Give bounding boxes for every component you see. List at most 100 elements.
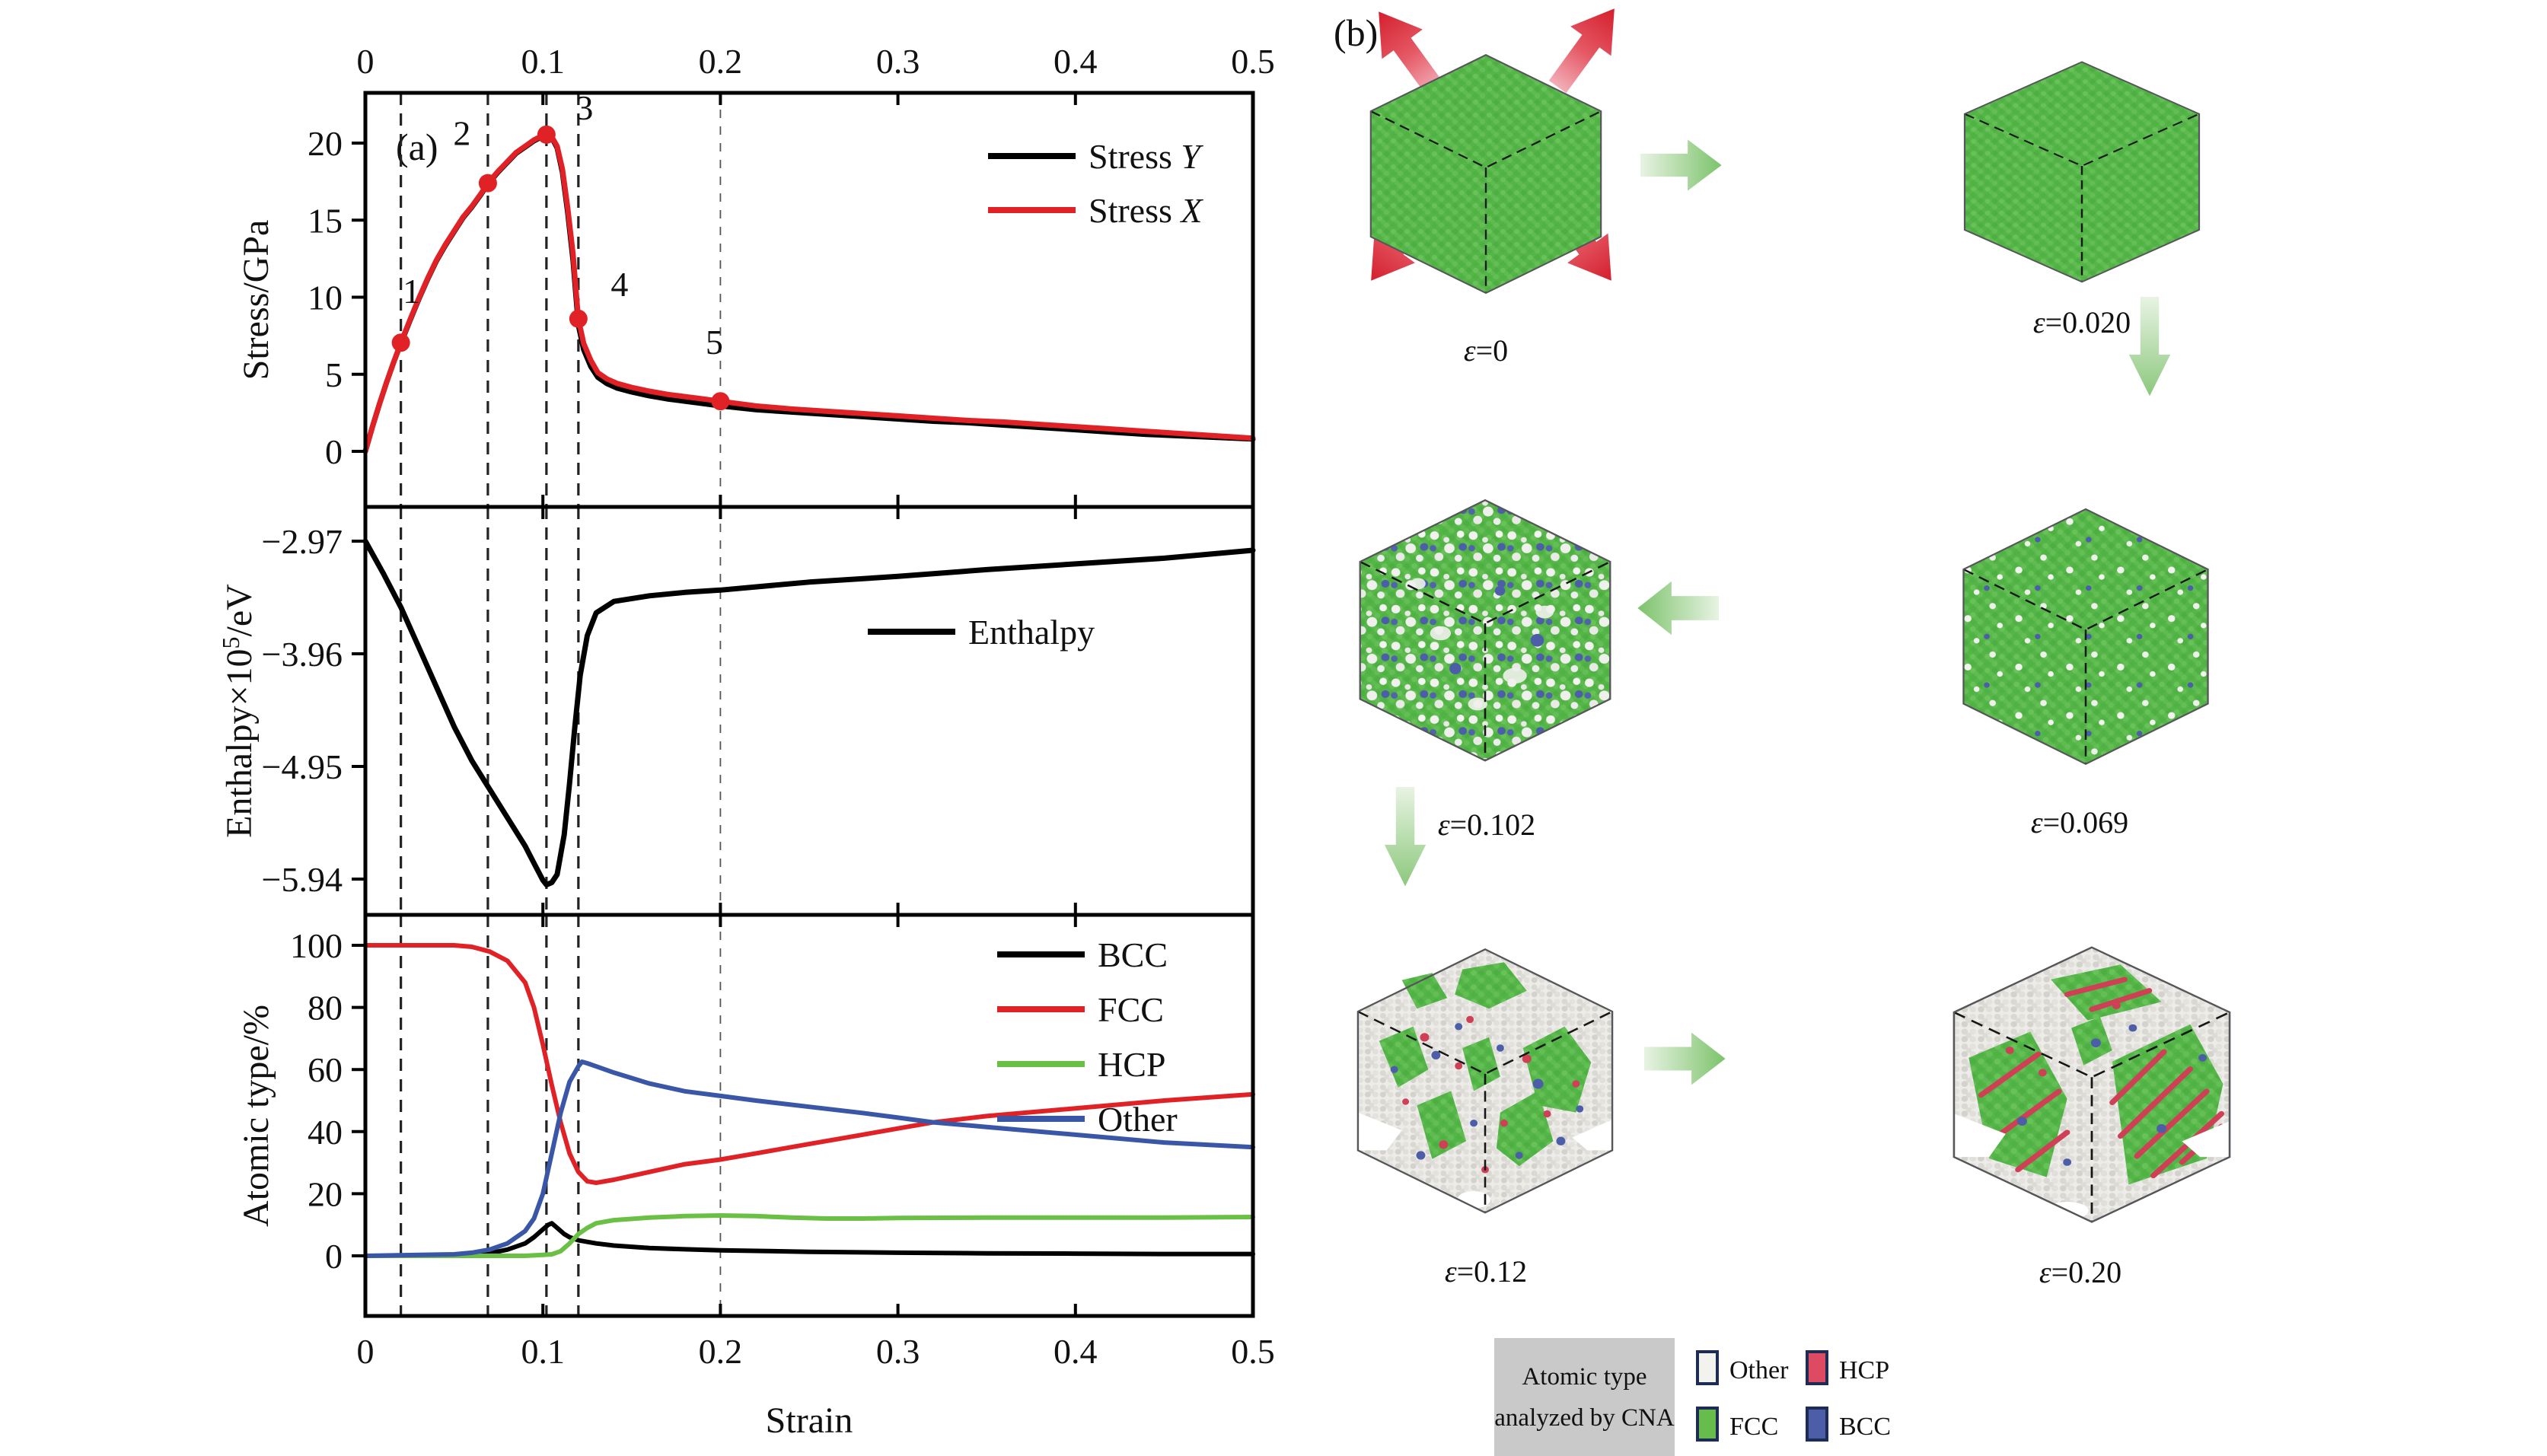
y-tick-label: 0	[325, 1237, 343, 1276]
box-edges	[1963, 61, 2201, 283]
plot-border	[363, 913, 1255, 1318]
y-tick-label: 15	[308, 201, 343, 240]
y-tick-label: −2.97	[262, 522, 343, 561]
series-fcc	[363, 943, 1255, 1186]
y-axis-title: Enthalpy×105/eV	[217, 584, 260, 838]
box-edges	[1369, 54, 1602, 295]
flow-arrow-down-2-icon	[1384, 787, 1427, 887]
series-bcc	[363, 1221, 1255, 1258]
panel-a-charts: (a) 1 2 3 4 5 0 0.1 0.2 0.3 0.4 0.5 0 5 10 15 20 Stress …	[217, 42, 1275, 1441]
panel-b-label: (b)	[1334, 11, 1379, 54]
cna-legend-title-line2: analyzed by CNA	[1494, 1403, 1675, 1432]
flow-arrow-left-1-icon	[1637, 581, 1719, 636]
atom-faces	[1360, 500, 1611, 761]
legend-label-hcp: HCP	[1839, 1356, 1890, 1384]
legend-label-bcc: BCC	[1839, 1413, 1892, 1441]
marker-point-3	[537, 125, 556, 144]
chart-atomic: 0 0.1 0.2 0.3 0.4 0.5 0 20 40 60 80 100 BCC FCC HCP Oth…	[236, 913, 1275, 1371]
box-hidden-edges	[1953, 1011, 2230, 1222]
marker-point-4	[569, 309, 588, 328]
y-tick-label: 20	[308, 124, 343, 163]
strain-label-2: ε=0.020	[2032, 305, 2131, 339]
x-axis-title: Strain	[766, 1400, 853, 1441]
flow-arrow-right-1-icon	[1640, 139, 1722, 191]
marker-label-4: 4	[610, 265, 628, 304]
strain-label-1: ε=0	[1463, 333, 1509, 368]
box-hidden-edges	[1964, 113, 2200, 282]
box-hidden-edges	[1370, 110, 1602, 293]
y-tick-label: 20	[308, 1174, 343, 1213]
x-tick-label: 0.4	[1054, 1332, 1098, 1371]
x-tick-label: 0.3	[876, 42, 920, 81]
series-enthalpy	[362, 538, 1256, 887]
legend-swatch-other	[1696, 1350, 1719, 1385]
y-tick-label: 40	[308, 1113, 343, 1152]
plot-border	[363, 505, 1255, 917]
marker-label-5: 5	[706, 323, 723, 362]
series-other	[363, 1059, 1255, 1258]
atom-faces	[1965, 62, 2199, 282]
x-tick-label: 0.5	[1231, 1332, 1275, 1371]
y-tick-label: 5	[325, 355, 343, 394]
strain-label-5: ε=0.12	[1444, 1254, 1528, 1289]
y-tick-label: 100	[290, 926, 343, 965]
tension-arrow-top-right-icon	[1548, 8, 1615, 94]
strain-label-3: ε=0.069	[2030, 805, 2129, 840]
box-hidden-edges	[1962, 569, 2209, 764]
legend-swatch-fcc	[1696, 1407, 1719, 1442]
snapshot-cube-eps-020	[1952, 946, 2231, 1223]
strain-label-6: ε=0.20	[2039, 1255, 2122, 1289]
box-edges	[1962, 508, 2209, 766]
legend-entry: Enthalpy	[968, 613, 1095, 652]
snapshot-cube-eps-0	[1369, 54, 1602, 295]
cna-legend-title-box: Atomic type analyzed by CNA	[1494, 1338, 1675, 1456]
y-tick-label: 80	[308, 989, 343, 1027]
x-tick-label: 0	[357, 42, 375, 81]
legend-entry: HCP	[1098, 1045, 1165, 1084]
x-tick-label: 0.2	[699, 42, 743, 81]
x-tick-label: 0.5	[1231, 42, 1275, 81]
y-tick-label: −4.95	[262, 747, 343, 786]
legend-entry: Other	[1098, 1100, 1178, 1139]
legend-label-fcc: FCC	[1729, 1413, 1779, 1441]
x-tick-label: 0.4	[1054, 42, 1098, 81]
y-tick-label: −5.94	[262, 860, 343, 899]
legend-entry: Stress Y	[1089, 137, 1203, 176]
marker-label-3: 3	[575, 88, 593, 127]
legend-swatch-hcp	[1806, 1350, 1828, 1385]
snapshot-cube-eps-012	[1356, 948, 1614, 1214]
x-tick-label: 0.1	[521, 1332, 565, 1371]
flow-arrow-right-2-icon	[1644, 1032, 1726, 1085]
box-edges	[1359, 499, 1611, 762]
snapshot-cube-eps-0069	[1962, 508, 2209, 766]
marker-label-2: 2	[453, 114, 470, 153]
series-stress-y	[362, 132, 1256, 454]
defect-clusters	[1357, 962, 1613, 1209]
snapshot-cube-eps-0020	[1963, 61, 2201, 283]
marker-point-1	[391, 333, 410, 352]
legend-entry: FCC	[1098, 990, 1164, 1029]
panel-a-label: (a)	[396, 126, 438, 168]
legend-entry: Stress X	[1089, 191, 1203, 230]
legend-label-other: Other	[1729, 1356, 1789, 1384]
marker-point-5	[711, 392, 730, 411]
legend-entry: BCC	[1098, 935, 1168, 974]
y-tick-label: 10	[308, 279, 343, 317]
flow-arrow-down-1-icon	[2128, 297, 2171, 397]
x-tick-label: 0.2	[699, 1332, 743, 1371]
box-edges	[1356, 948, 1614, 1214]
series-stress-x	[362, 132, 1256, 454]
y-axis-title: Stress/GPa	[236, 220, 276, 381]
series-hcp	[363, 1213, 1255, 1258]
y-tick-label: 0	[325, 432, 343, 471]
y-tick-label: 60	[308, 1050, 343, 1089]
defect-clusters	[1411, 578, 1554, 711]
tension-arrow-top-left-icon	[1379, 11, 1445, 97]
chart-enthalpy: −2.97 −3.96 −4.95 −5.94 Enthalpy Enthalpy×105…	[217, 505, 1256, 917]
legend-swatch-bcc	[1806, 1407, 1828, 1442]
snapshot-cube-eps-0102	[1359, 499, 1611, 762]
x-tick-label: 0.1	[521, 42, 565, 81]
marker-label-1: 1	[403, 272, 420, 311]
defect-clusters	[1953, 964, 2230, 1220]
